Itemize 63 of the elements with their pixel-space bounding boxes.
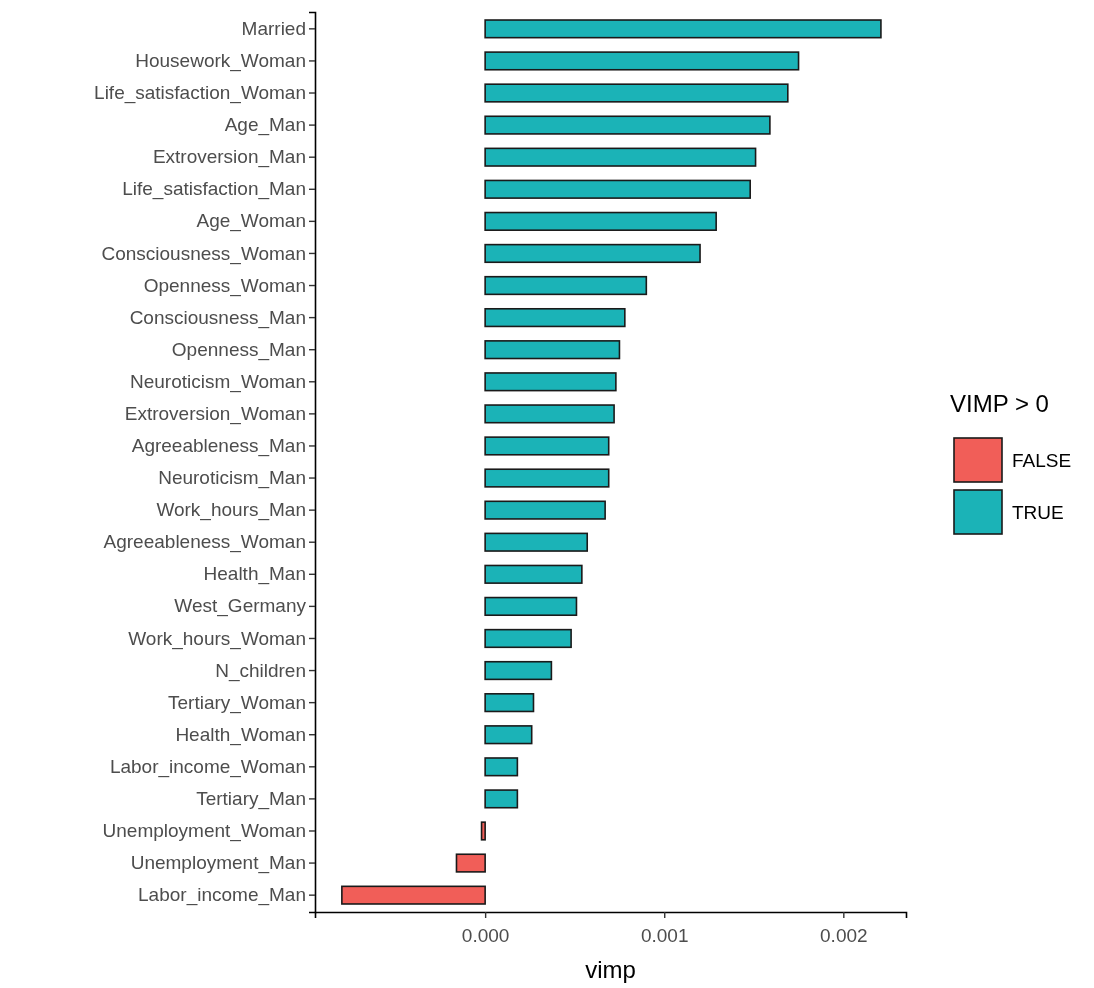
bar [484, 436, 610, 456]
bar [484, 243, 701, 264]
y-tick-label: Work_hours_Woman [128, 627, 306, 650]
y-tick-label: Health_Man [203, 563, 306, 586]
x-tick-label: 0.002 [820, 924, 868, 946]
y-tick-label: Life_satisfaction_Woman [94, 82, 306, 105]
bar [484, 51, 800, 71]
y-tick-label: Married [241, 17, 306, 39]
y-tick-label: Neuroticism_Woman [130, 370, 306, 393]
bar [484, 757, 519, 777]
y-tick-label: Housework_Woman [135, 50, 306, 73]
bar [484, 179, 751, 199]
x-tick-label: 0.001 [640, 924, 689, 946]
bar [484, 468, 610, 488]
y-tick-label: Openness_Woman [143, 274, 306, 297]
y-tick-label: Life_satisfaction_Man [122, 178, 306, 201]
bar [484, 564, 583, 584]
y-tick-label: Work_hours_Man [156, 499, 306, 522]
y-tick-label: Agreeableness_Woman [103, 531, 306, 554]
y-tick-label: Extroversion_Man [152, 146, 306, 169]
bar [484, 789, 519, 809]
x-tick-label: 0.000 [461, 924, 510, 946]
y-tick-label: Health_Woman [175, 723, 306, 746]
y-tick-label: Age_Man [224, 114, 306, 137]
bar [484, 19, 882, 39]
y-tick-label: N_children [215, 659, 306, 682]
y-tick-label: Tertiary_Woman [168, 691, 306, 714]
y-tick-label: Labor_income_Woman [109, 755, 306, 778]
y-tick-label: Neuroticism_Man [158, 467, 306, 490]
y-tick-label: Tertiary_Man [196, 787, 306, 810]
bar [484, 596, 578, 617]
bar [484, 660, 553, 681]
bar [341, 885, 486, 905]
y-tick-label: Consciousness_Man [129, 306, 306, 329]
y-tick-label: Openness_Man [171, 338, 306, 361]
y-tick-label: Consciousness_Woman [101, 242, 306, 265]
bar [484, 211, 717, 231]
y-tick-label: West_Germany [174, 595, 307, 618]
bar [484, 372, 617, 392]
y-tick-label: Age_Woman [196, 210, 306, 233]
bar [484, 628, 572, 649]
x-axis-title: vimp [585, 956, 636, 983]
bar [455, 853, 486, 873]
y-tick-label: Unemployment_Woman [102, 820, 306, 843]
bar [484, 404, 615, 424]
bar [484, 500, 606, 520]
bar [484, 693, 535, 713]
y-tick-label: Agreeableness_Man [131, 435, 306, 458]
bar [484, 275, 648, 296]
y-tick-label: Labor_income_Man [138, 884, 306, 907]
bar [480, 821, 486, 841]
legend-label: FALSE [1012, 450, 1072, 471]
bar [484, 83, 789, 103]
bar [484, 340, 621, 360]
y-tick-label: Extroversion_Woman [124, 402, 306, 425]
bar [484, 115, 771, 135]
bar [484, 147, 757, 167]
y-tick-label: Unemployment_Man [130, 852, 306, 875]
bar [484, 532, 589, 552]
legend-label: TRUE [1012, 502, 1064, 523]
bar [484, 307, 626, 328]
bar [484, 725, 533, 745]
legend-title: VIMP > 0 [950, 390, 1049, 417]
